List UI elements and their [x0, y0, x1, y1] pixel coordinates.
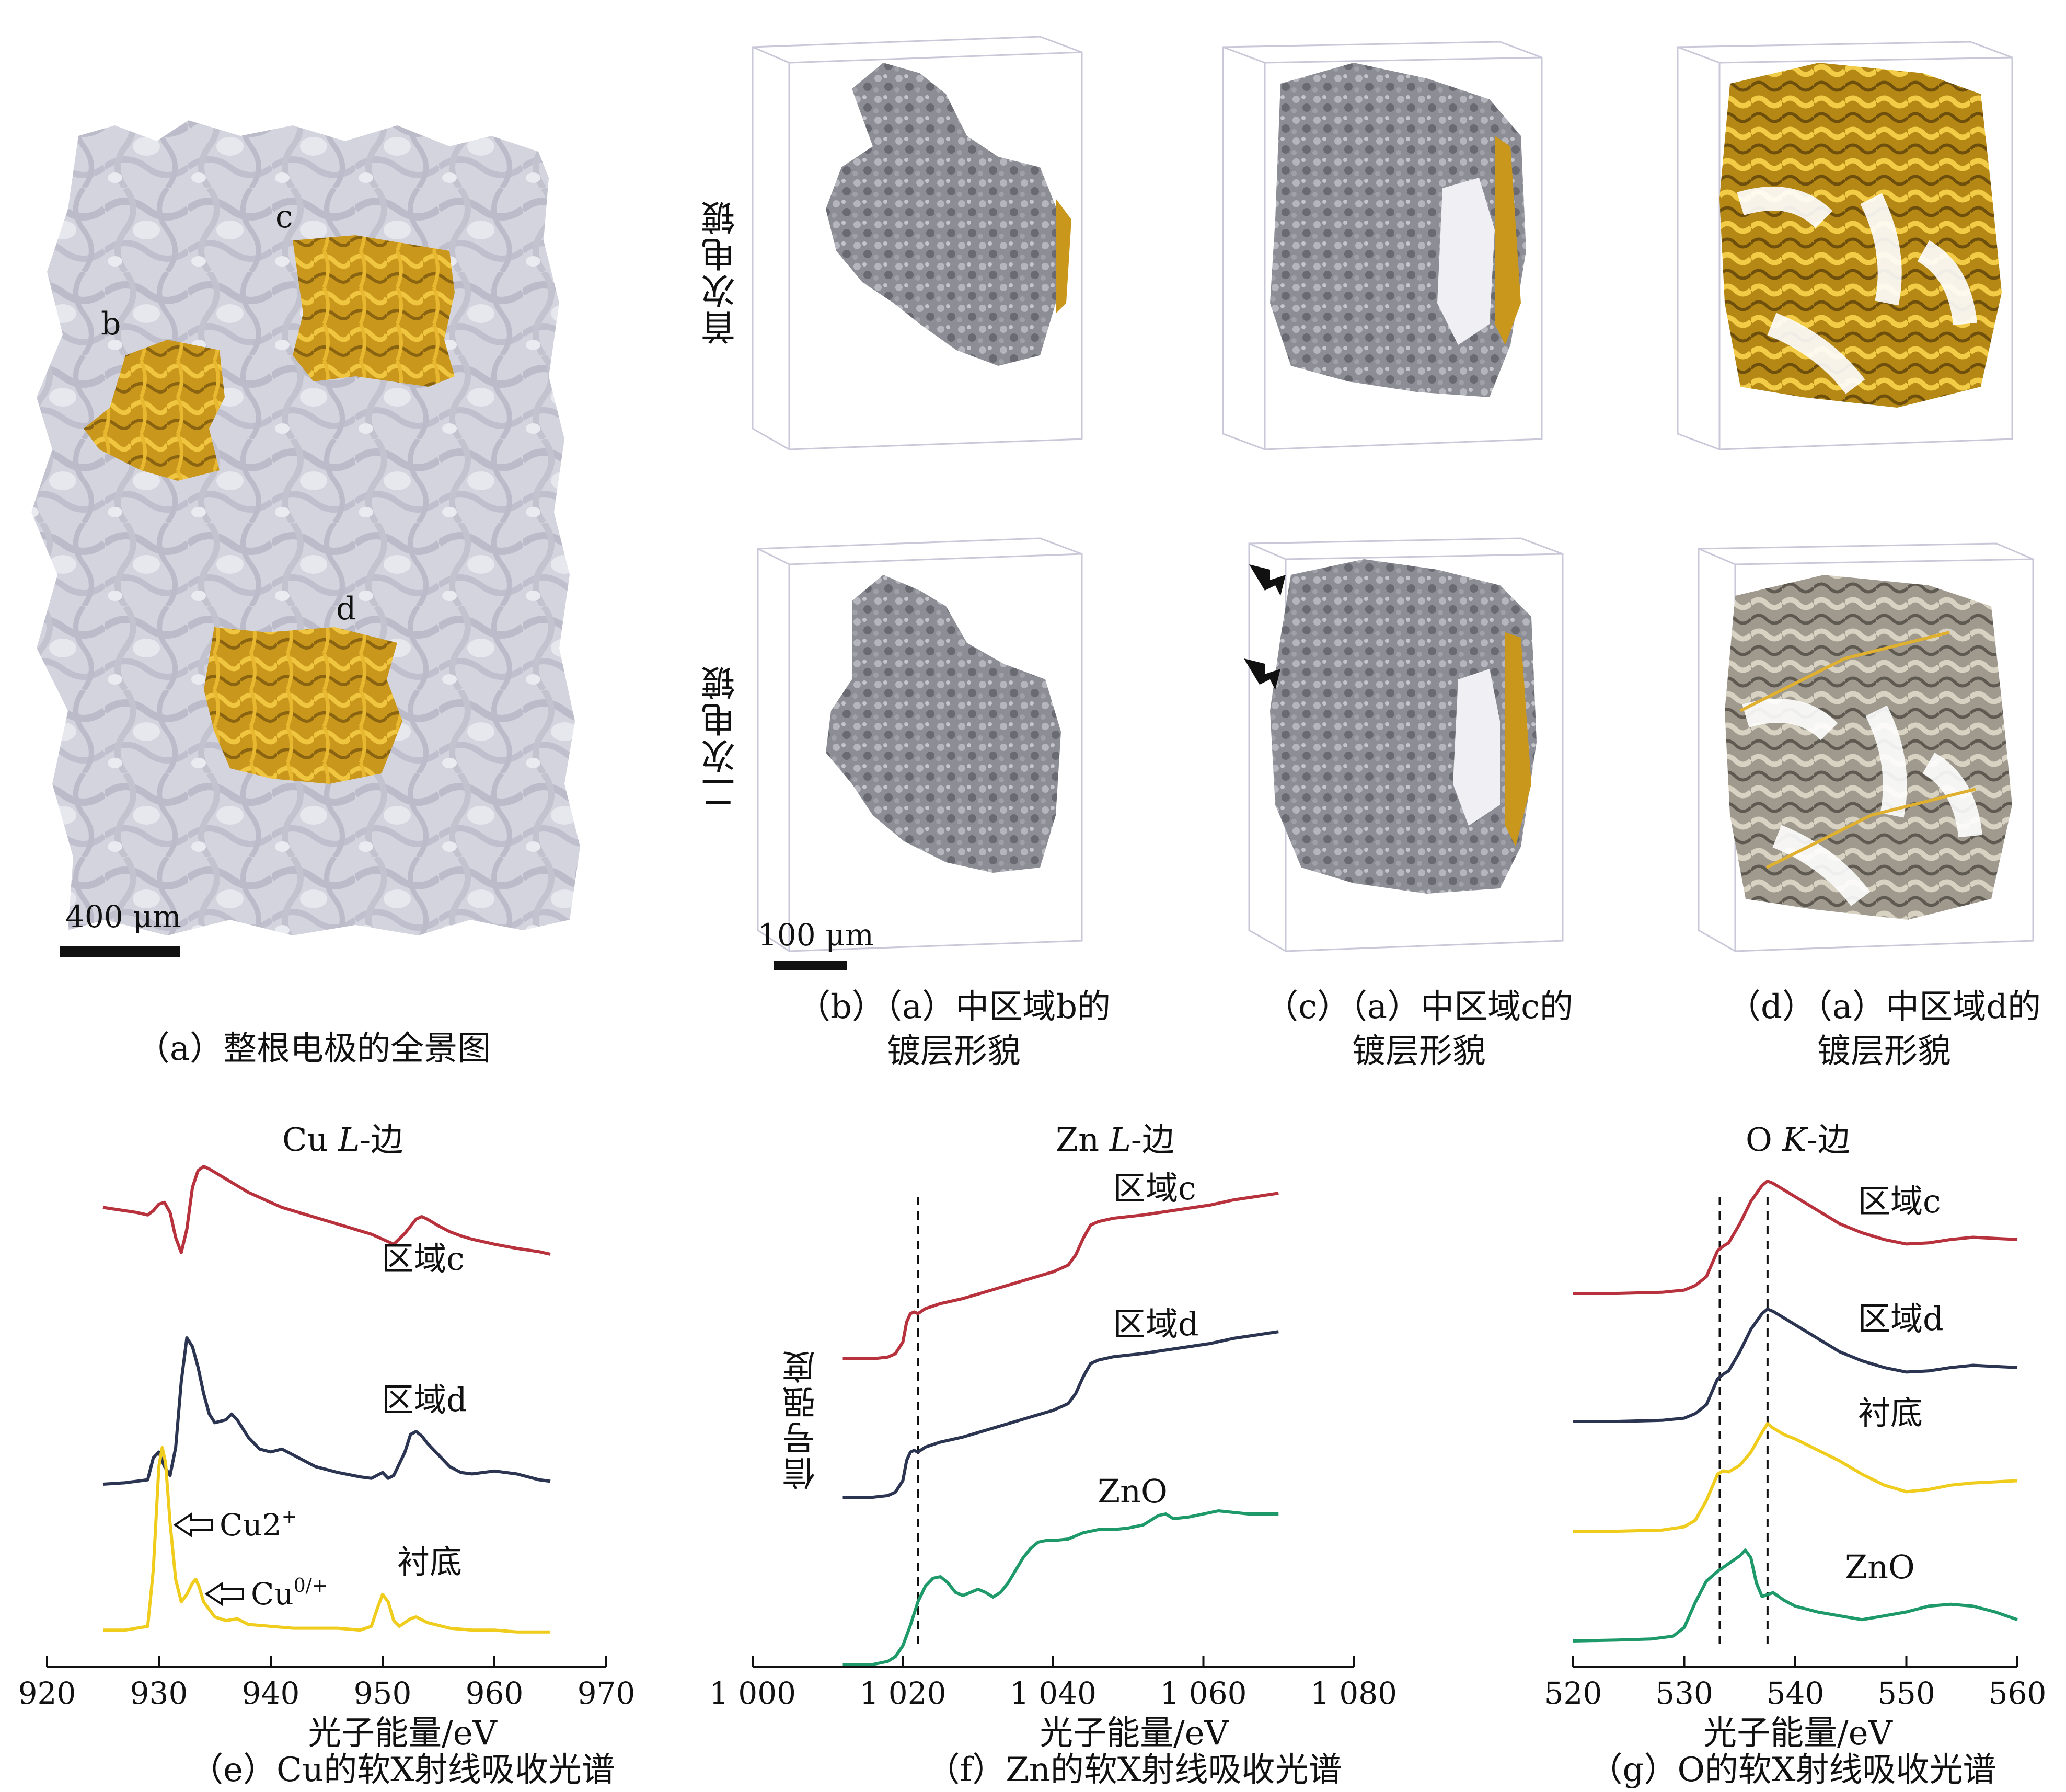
region-b-gold	[84, 340, 225, 481]
chart-f-tick-label-3: 1 060	[1160, 1675, 1246, 1711]
chart-e-series-2	[103, 1446, 550, 1634]
chart-f-tick-label-0: 1 000	[709, 1675, 796, 1711]
panel-a-render	[31, 120, 580, 935]
caption-b-line2: 镀层形貌	[887, 1032, 1021, 1071]
chart-g-tick-label-2: 540	[1767, 1675, 1825, 1711]
chart-e-xlabel: 光子能量/eV	[308, 1714, 497, 1753]
scale-bar-b	[774, 961, 847, 970]
chart-g: 520 530 540 550 560 区域c 区域d 衬底 ZnO	[1544, 1180, 2047, 1711]
panels-bcd-renders	[752, 36, 2034, 952]
chart-g-caption: （g）O的软X射线吸收光谱	[1589, 1751, 1996, 1789]
chart-e-cu0-arrow	[204, 1581, 244, 1606]
chart-g-tick-label-0: 520	[1544, 1675, 1602, 1711]
chart-e-tick-label-1: 930	[130, 1675, 188, 1711]
chart-e-tick-label-4: 960	[466, 1675, 524, 1711]
chart-e-series-label-0: 区域c	[382, 1240, 465, 1278]
scale-bar-b-label: 100 μm	[758, 917, 874, 953]
chart-g-series-2	[1573, 1422, 2018, 1533]
chart-f-title: Zn L-边	[1056, 1120, 1174, 1159]
scale-bar-a-label: 400 μm	[65, 899, 181, 934]
chart-e-series-label-1: 区域d	[382, 1381, 467, 1419]
region-d-gold	[204, 627, 402, 784]
region-label-c: c	[275, 199, 293, 235]
chart-e-title: Cu L-边	[282, 1120, 403, 1159]
chart-e-cu2-arrow	[173, 1512, 213, 1537]
chart-e-tick-label-3: 950	[354, 1675, 412, 1711]
chart-f: 1 000 1 020 1 040 1 060 1 080 区域c 区域d ZnO	[709, 1169, 1397, 1711]
region-label-d: d	[336, 591, 356, 627]
caption-d-line2: 镀层形貌	[1817, 1032, 1951, 1071]
row-label-second: 二次电镀	[701, 664, 741, 810]
chart-f-series-label-0: 区域c	[1113, 1169, 1196, 1207]
chart-g-series-1	[1573, 1308, 2018, 1423]
region-label-b: b	[101, 306, 121, 342]
chart-g-series-label-2: 衬底	[1858, 1394, 1923, 1432]
chart-f-tick-label-1: 1 020	[859, 1675, 946, 1711]
chart-f-series-0	[842, 1192, 1279, 1360]
region-c-gold	[293, 235, 455, 387]
chart-f-series-1	[842, 1330, 1279, 1499]
chart-g-series-label-1: 区域d	[1858, 1300, 1944, 1338]
chart-g-series-label-0: 区域c	[1858, 1182, 1941, 1220]
chart-g-xlabel: 光子能量/eV	[1703, 1714, 1892, 1753]
chart-e-caption: （e）Cu的软X射线吸收光谱	[190, 1751, 615, 1789]
coating-d-top	[1719, 63, 2002, 408]
chart-e: 920 930 940 950 960 970 区域c 区域d 衬底 Cu2+ Cu0/+	[18, 1165, 636, 1711]
chart-e-cu2-label: Cu2+	[220, 1506, 297, 1543]
chart-f-tick-label-2: 1 040	[1010, 1675, 1097, 1711]
chart-g-tick-label-3: 550	[1877, 1675, 1935, 1711]
chart-f-series-label-1: 区域d	[1113, 1305, 1199, 1343]
scale-bar-a	[60, 946, 180, 957]
bbox-c-top	[1222, 41, 1543, 450]
chart-e-series-label-2: 衬底	[397, 1543, 462, 1581]
chart-g-series-label-3: ZnO	[1845, 1548, 1915, 1586]
chart-e-cu0-label: Cu0/+	[251, 1575, 328, 1612]
bbox-b-bottom	[757, 537, 1083, 952]
caption-a: （a）整根电极的全景图	[136, 1030, 491, 1068]
caption-c-line2: 镀层形貌	[1352, 1032, 1486, 1071]
row-label-first: 首次电镀	[701, 199, 741, 345]
chart-g-tick-label-1: 530	[1655, 1675, 1713, 1711]
chart-f-series-2	[842, 1509, 1279, 1666]
chart-g-series-3	[1573, 1548, 2018, 1643]
coating-b-top	[826, 63, 1061, 366]
chart-g-series-0	[1573, 1180, 2018, 1295]
caption-c-line1: （c）（a）中区域c的	[1265, 988, 1573, 1026]
chart-e-tick-label-2: 940	[242, 1675, 300, 1711]
arrow-marker-2	[1244, 658, 1280, 690]
chart-g-title: O K-边	[1746, 1120, 1850, 1159]
chart-f-xlabel: 光子能量/eV	[1040, 1714, 1229, 1753]
chart-e-series-1	[102, 1336, 551, 1486]
bbox-b-top	[752, 36, 1083, 450]
chart-e-tick-label-0: 920	[18, 1675, 76, 1711]
caption-b-line1: （b）（a）中区域b的	[797, 988, 1111, 1026]
caption-d-line1: （d）（a）中区域d的	[1727, 988, 2041, 1026]
coating-b-bottom	[826, 575, 1061, 873]
chart-f-series-label-2: ZnO	[1098, 1472, 1168, 1510]
bbox-d-top	[1677, 41, 2013, 450]
chart-e-series-0	[102, 1165, 551, 1256]
chart-f-caption: （f）Zn的软X射线吸收光谱	[926, 1751, 1342, 1789]
chart-g-tick-label-4: 560	[1989, 1675, 2047, 1711]
arrow-marker-1	[1249, 564, 1286, 596]
chart-f-tick-label-4: 1 080	[1310, 1675, 1397, 1711]
chart-e-tick-label-5: 970	[578, 1675, 636, 1711]
charts-svg: 920 930 940 950 960 970 区域c 区域d 衬底 Cu2+ Cu0/+ 1 00…	[18, 1165, 2047, 1711]
